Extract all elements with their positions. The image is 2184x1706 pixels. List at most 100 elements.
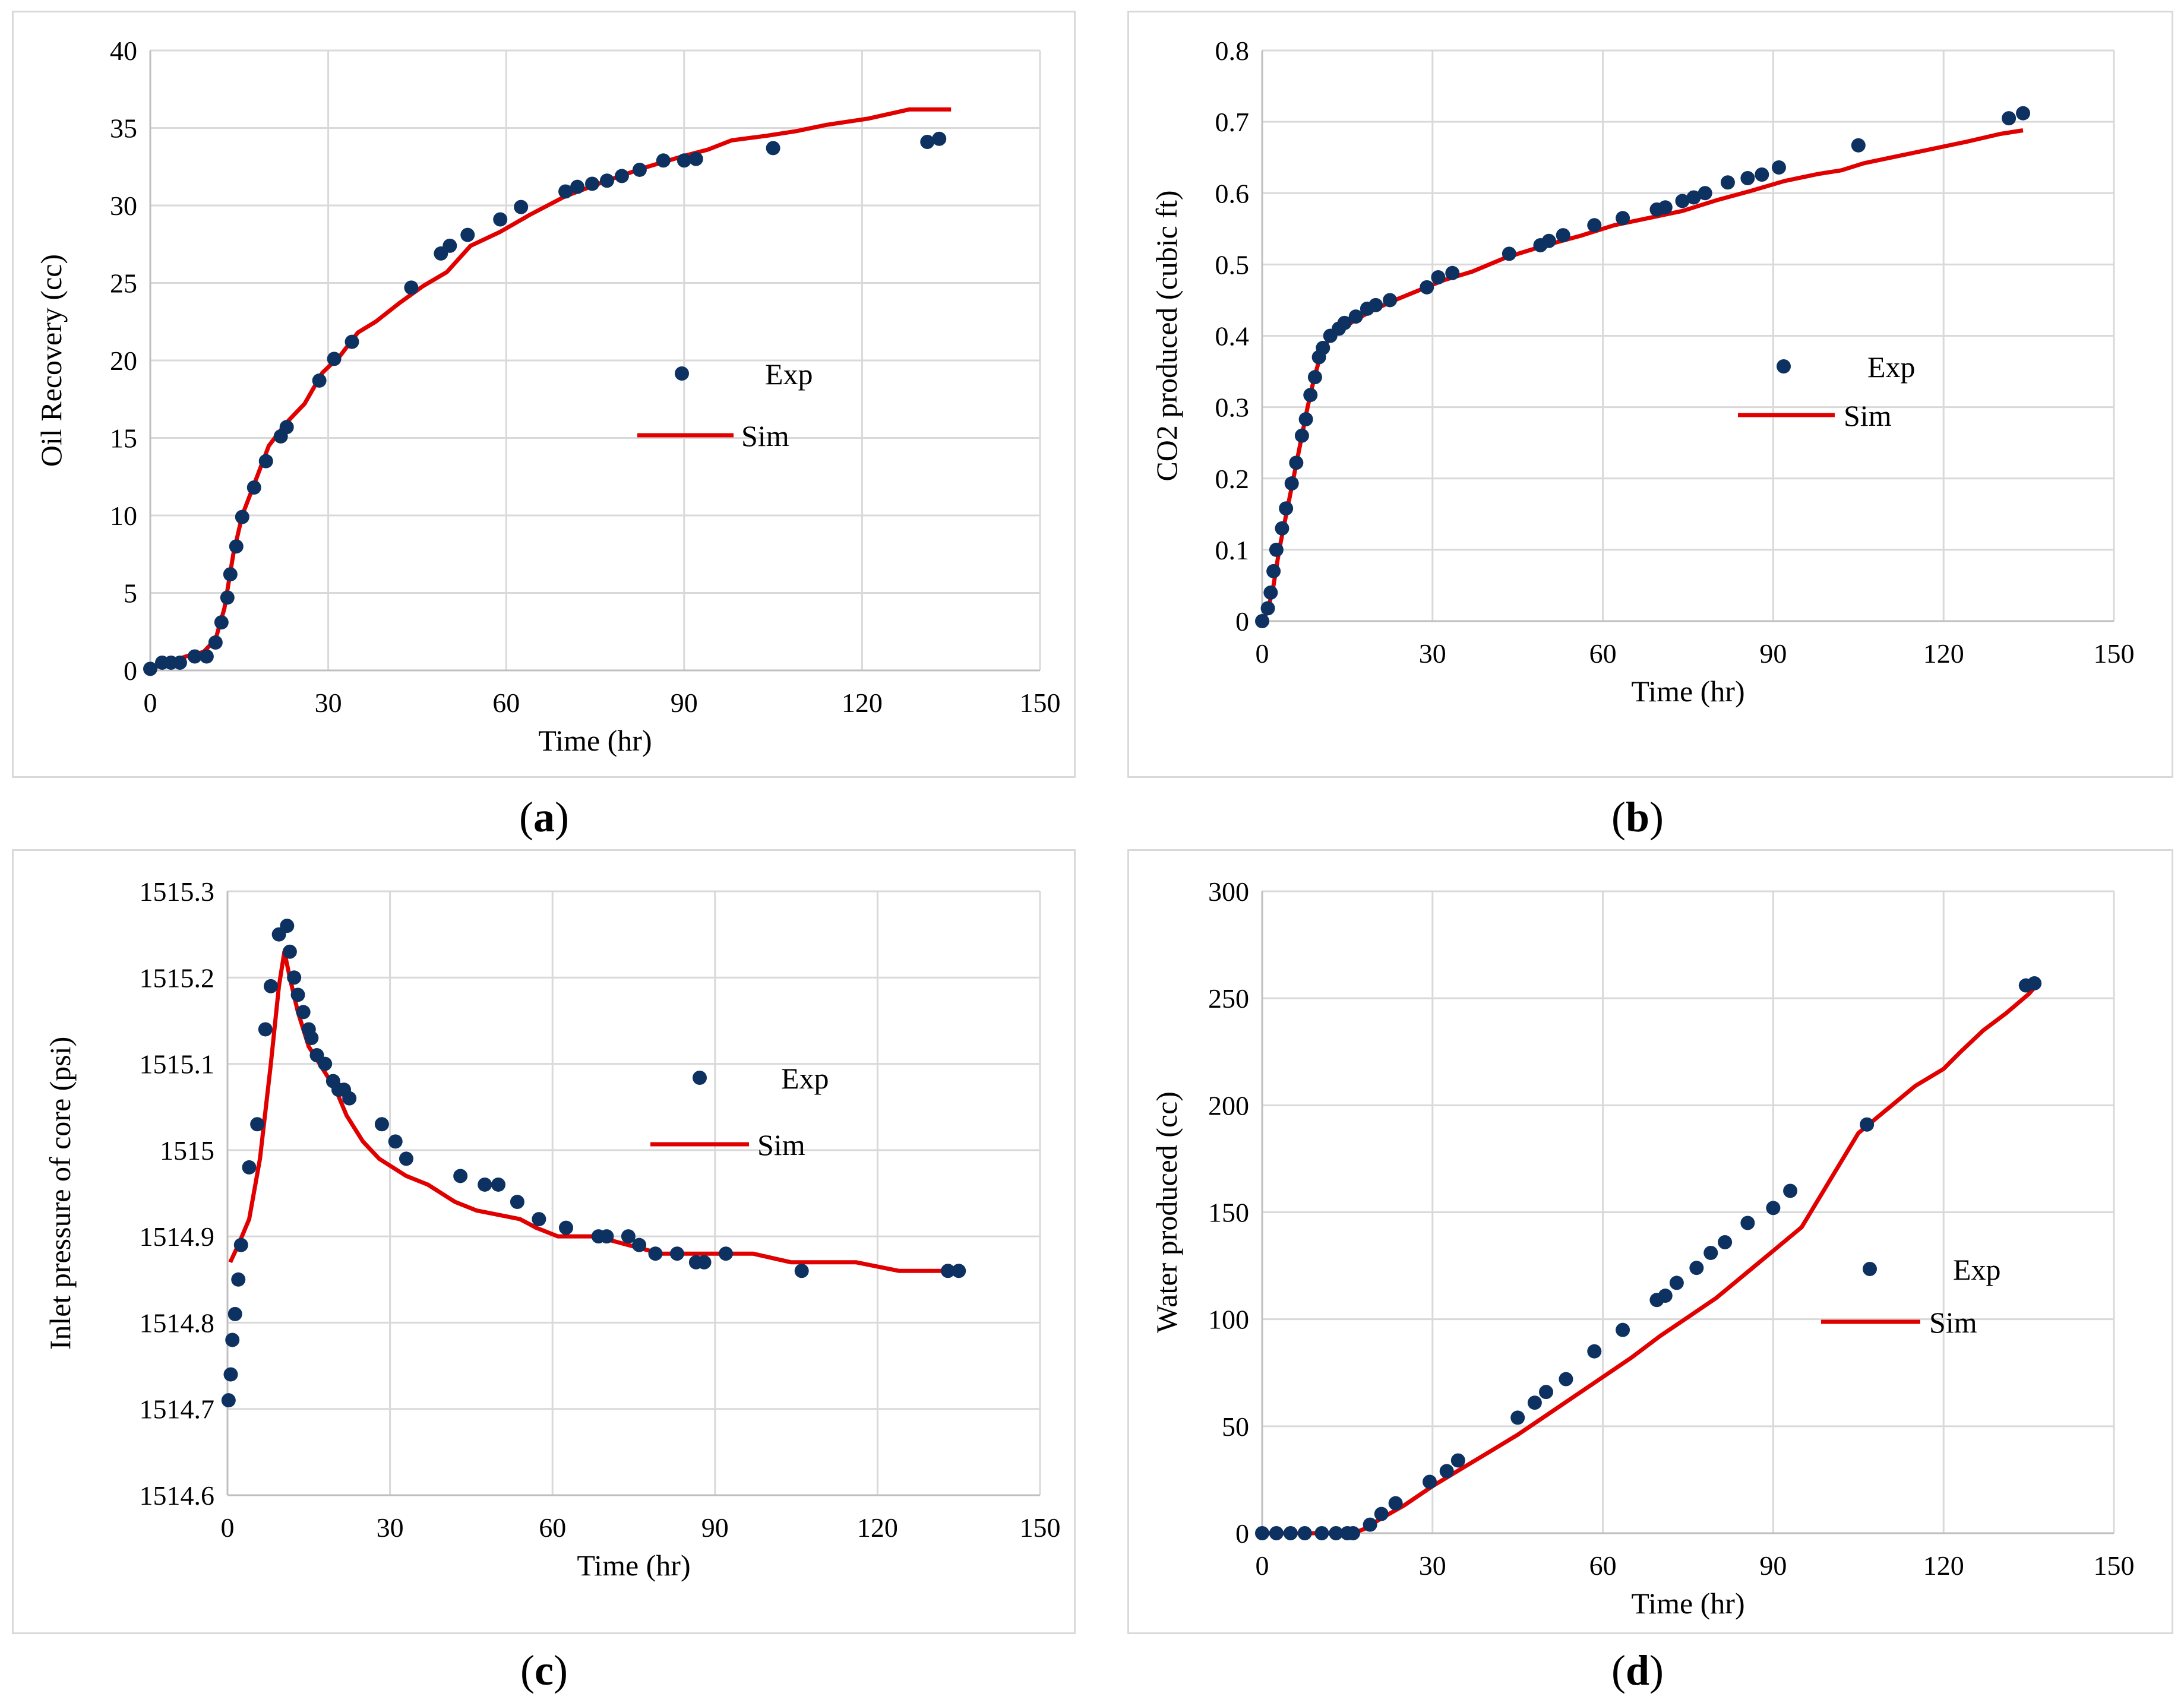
x-tick-label: 120 xyxy=(842,688,883,718)
x-tick-label: 30 xyxy=(1419,1550,1446,1581)
exp-data-point xyxy=(952,1264,966,1278)
exp-data-point xyxy=(2002,111,2017,126)
y-tick-label: 0.2 xyxy=(1215,464,1250,494)
exp-data-point xyxy=(1269,542,1284,557)
exp-data-point xyxy=(1374,1506,1389,1521)
exp-data-point xyxy=(632,1237,647,1252)
exp-series-points xyxy=(1255,106,2031,628)
exp-data-point xyxy=(344,334,359,349)
x-axis-label: Time (hr) xyxy=(1631,675,1744,708)
exp-data-point xyxy=(258,454,273,469)
exp-data-point xyxy=(246,480,261,495)
legend-exp-label: Exp xyxy=(765,357,813,391)
exp-data-point xyxy=(1450,1453,1465,1468)
y-tick-label: 0 xyxy=(1235,1518,1249,1549)
exp-data-point xyxy=(1439,1464,1454,1479)
exp-data-point xyxy=(1269,1526,1284,1540)
exp-data-point xyxy=(227,1306,242,1321)
exp-data-point xyxy=(514,200,529,214)
exp-data-point xyxy=(235,509,249,524)
exp-data-point xyxy=(648,1246,663,1261)
y-tick-label: 50 xyxy=(1222,1411,1249,1442)
exp-data-point xyxy=(719,1246,734,1261)
exp-data-point xyxy=(1718,1235,1733,1249)
gridlines xyxy=(1262,49,2115,621)
exp-data-point xyxy=(1329,1526,1344,1540)
exp-data-point xyxy=(214,615,229,630)
y-axis-label: CO2 produced (cubic ft) xyxy=(1150,190,1183,481)
exp-data-point xyxy=(621,1229,636,1244)
exp-data-point xyxy=(453,1169,468,1183)
exp-data-point xyxy=(1303,388,1318,403)
exp-data-point xyxy=(656,153,671,168)
exp-data-point xyxy=(559,1220,573,1235)
exp-data-point xyxy=(585,176,600,191)
exp-data-point xyxy=(342,1091,357,1106)
y-tick-label: 5 xyxy=(124,578,137,609)
exp-data-point xyxy=(143,661,157,676)
exp-data-point xyxy=(697,1255,712,1270)
exp-data-point xyxy=(1266,564,1281,578)
exp-data-point xyxy=(1686,190,1701,205)
exp-data-point xyxy=(1260,601,1275,616)
x-tick-label: 150 xyxy=(2094,638,2135,669)
exp-data-point xyxy=(229,539,244,554)
y-tick-label: 1514.9 xyxy=(140,1221,215,1252)
exp-data-point xyxy=(1510,1410,1525,1425)
x-axis-label: Time (hr) xyxy=(1631,1587,1744,1620)
exp-data-point xyxy=(1556,228,1570,243)
y-tick-label: 0 xyxy=(124,656,137,686)
exp-data-point xyxy=(220,590,235,605)
exp-data-point xyxy=(404,280,419,295)
exp-data-point xyxy=(290,987,305,1002)
x-tick-label: 30 xyxy=(377,1512,404,1543)
y-axis-label: Inlet pressure of core (psi) xyxy=(43,1037,77,1350)
legend-exp-marker xyxy=(1777,359,1791,374)
gridlines xyxy=(1262,890,2115,1533)
x-tick-label: 0 xyxy=(144,688,157,718)
exp-data-point xyxy=(282,944,297,959)
y-tick-label: 0.1 xyxy=(1215,535,1250,565)
legend: Exp Sim xyxy=(1821,1253,2001,1339)
exp-data-point xyxy=(1283,1526,1298,1540)
legend-exp-label: Exp xyxy=(1953,1253,2001,1286)
exp-data-point xyxy=(1740,1216,1755,1230)
x-axis-label: Time (hr) xyxy=(538,724,652,757)
sim-series-line xyxy=(149,107,952,671)
x-tick-label: 60 xyxy=(1589,638,1617,669)
exp-data-point xyxy=(1255,614,1269,628)
gridlines xyxy=(150,49,1041,670)
exp-data-point xyxy=(614,169,629,183)
exp-data-point xyxy=(1423,1474,1437,1489)
legend-sim-label: Sim xyxy=(1844,399,1892,432)
y-tick-label: 0 xyxy=(1235,606,1249,637)
exp-data-point xyxy=(1420,280,1434,295)
x-tick-label: 60 xyxy=(539,1512,566,1543)
exp-data-point xyxy=(794,1264,809,1278)
x-tick-label: 0 xyxy=(1256,1550,1269,1581)
y-tick-label: 0.8 xyxy=(1215,36,1250,66)
x-tick-label: 90 xyxy=(1759,1550,1787,1581)
y-axis-label: Water produced (cc) xyxy=(1150,1091,1183,1333)
x-tick-label: 150 xyxy=(2094,1550,2135,1581)
y-tick-label: 150 xyxy=(1208,1198,1249,1228)
exp-data-point xyxy=(688,151,703,166)
exp-series-points xyxy=(143,131,947,676)
y-tick-label: 300 xyxy=(1208,876,1249,907)
exp-data-point xyxy=(1658,1289,1673,1303)
exp-data-point xyxy=(1307,370,1322,385)
exp-data-point xyxy=(570,179,585,194)
exp-data-point xyxy=(532,1212,546,1227)
exp-data-point xyxy=(1337,315,1352,330)
exp-data-point xyxy=(280,919,295,933)
y-axis-label: Oil Recovery (cc) xyxy=(34,254,68,467)
x-tick-label: 30 xyxy=(1419,638,1446,669)
exp-data-point xyxy=(1289,455,1304,470)
exp-data-point xyxy=(242,1160,257,1175)
exp-data-point xyxy=(1284,476,1299,491)
exp-data-point xyxy=(199,649,214,664)
exp-data-point xyxy=(766,141,780,156)
exp-data-point xyxy=(1363,1517,1377,1532)
exp-data-point xyxy=(1279,501,1294,516)
chart-oil-recovery: 0 5 10 15 20 25 30 35 40 0 30 60 90 120 150 Time (hr) Oi… xyxy=(34,36,1061,757)
